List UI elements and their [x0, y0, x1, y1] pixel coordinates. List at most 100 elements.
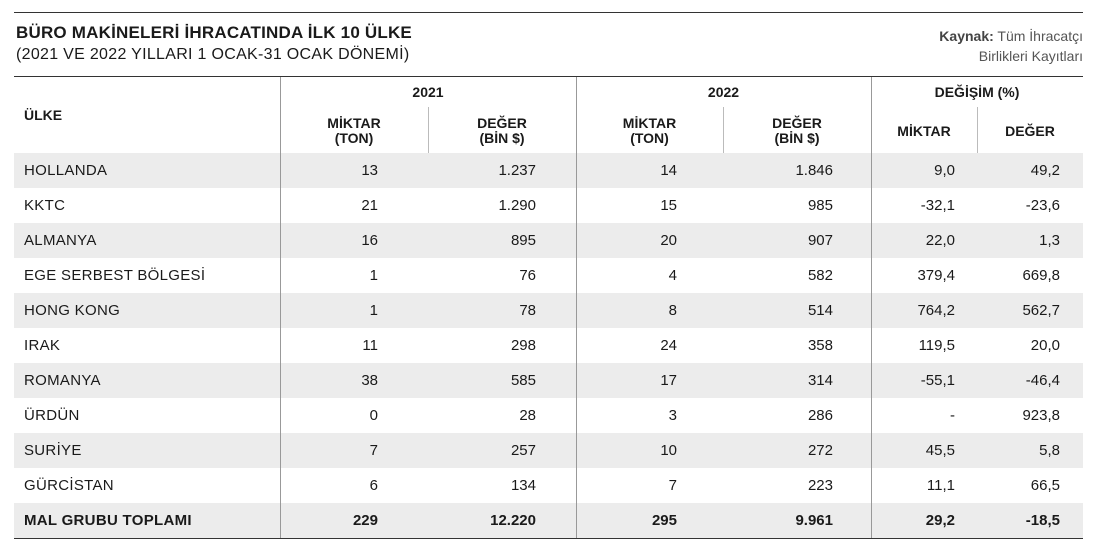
header-divider — [871, 77, 872, 155]
cell-qty-2021: 38 — [361, 372, 378, 389]
table-body: HOLLANDA 13 1.237 14 1.846 9,0 49,2 KKTC 21 1.290… — [14, 153, 1083, 539]
cell-value-2022: 358 — [807, 337, 833, 354]
table-row: HONG KONG 1 78 8 514 764,2 562,7 — [14, 293, 1083, 328]
body-divider — [576, 153, 577, 538]
cell-qty-2022: 24 — [660, 337, 677, 354]
table-row: SURİYE 7 257 10 272 45,5 5,8 — [14, 433, 1083, 468]
cell-qty-2022: 17 — [660, 372, 677, 389]
cell-country: ROMANYA — [24, 372, 101, 389]
table-row: GÜRCİSTAN 6 134 7 223 11,1 66,5 — [14, 468, 1083, 503]
cell-value-2022: 582 — [807, 267, 833, 284]
cell-change-value: 20,0 — [1030, 337, 1060, 354]
cell-value-2022: 272 — [807, 442, 833, 459]
header-val-label: DEĞER — [477, 115, 527, 131]
table-header: ÜLKE 2021 2022 DEĞİŞİM (%) MİKTAR (TON) … — [14, 76, 1083, 155]
table-title: BÜRO MAKİNELERİ İHRACATINDA İLK 10 ÜLKE — [16, 23, 412, 42]
header-divider — [280, 77, 281, 155]
cell-value-2021: 28 — [519, 407, 536, 424]
cell-qty-2022: 7 — [668, 477, 677, 494]
cell-change-value: -23,6 — [1025, 197, 1060, 214]
cell-value-2021: 134 — [510, 477, 536, 494]
cell-value-2021: 1.237 — [498, 162, 536, 179]
cell-change-qty: 9,0 — [934, 162, 955, 179]
cell-change-value: 5,8 — [1039, 442, 1060, 459]
cell-value-2021: 298 — [510, 337, 536, 354]
cell-country: HONG KONG — [24, 302, 121, 319]
header-change-qty: MİKTAR — [897, 123, 951, 139]
cell-value-2021: 1.290 — [498, 197, 536, 214]
cell-change-qty: -32,1 — [920, 197, 955, 214]
header-divider — [576, 77, 577, 155]
source-label: Kaynak: — [939, 28, 994, 44]
cell-qty-2022: 4 — [668, 267, 677, 284]
cell-qty-2021: 11 — [362, 337, 378, 354]
cell-qty-2021: 229 — [352, 512, 378, 529]
cell-change-qty: 29,2 — [925, 512, 955, 529]
table-row: EGE SERBEST BÖLGESİ 1 76 4 582 379,4 669,8 — [14, 258, 1083, 293]
cell-country: EGE SERBEST BÖLGESİ — [24, 267, 206, 284]
cell-value-2022: 223 — [807, 477, 833, 494]
cell-country: IRAK — [24, 337, 61, 354]
table-row: ÜRDÜN 0 28 3 286 - 923,8 — [14, 398, 1083, 433]
cell-value-2022: 985 — [807, 197, 833, 214]
cell-country: GÜRCİSTAN — [24, 477, 114, 494]
cell-country: HOLLANDA — [24, 162, 108, 179]
cell-country: ÜRDÜN — [24, 407, 80, 424]
cell-change-value: 66,5 — [1030, 477, 1060, 494]
cell-qty-2022: 15 — [660, 197, 677, 214]
cell-value-2022: 1.846 — [795, 162, 833, 179]
table-row: ALMANYA 16 895 20 907 22,0 1,3 — [14, 223, 1083, 258]
cell-qty-2022: 14 — [660, 162, 677, 179]
header-year-2021: 2021 — [412, 84, 444, 100]
cell-change-value: 1,3 — [1039, 232, 1060, 249]
header-qty-2022: MİKTAR (TON) — [576, 116, 723, 146]
header-val-unit: (BİN $) — [479, 130, 525, 146]
cell-change-qty: 22,0 — [925, 232, 955, 249]
cell-change-qty: 119,5 — [918, 337, 955, 354]
header-val-2022: DEĞER (BİN $) — [723, 116, 871, 146]
cell-qty-2021: 21 — [361, 197, 378, 214]
cell-change-qty: 45,5 — [925, 442, 955, 459]
cell-value-2022: 907 — [807, 232, 833, 249]
cell-change-qty: - — [950, 407, 955, 424]
cell-change-value: 669,8 — [1022, 267, 1060, 284]
header-country: ÜLKE — [24, 107, 63, 123]
cell-change-value: 562,7 — [1022, 302, 1060, 319]
total-row: MAL GRUBU TOPLAMI 229 12.220 295 9.961 29,2 -1… — [14, 503, 1083, 539]
cell-change-value: -18,5 — [1025, 512, 1060, 529]
cell-value-2022: 314 — [807, 372, 833, 389]
table-row: IRAK 11 298 24 358 119,5 20,0 — [14, 328, 1083, 363]
header-qty-unit: (TON) — [334, 130, 374, 146]
table-row: HOLLANDA 13 1.237 14 1.846 9,0 49,2 — [14, 153, 1083, 188]
header-subdivider — [977, 107, 978, 155]
cell-value-2021: 257 — [510, 442, 536, 459]
cell-change-value: -46,4 — [1025, 372, 1060, 389]
cell-country: SURİYE — [24, 442, 82, 459]
cell-change-value: 923,8 — [1022, 407, 1060, 424]
cell-qty-2022: 10 — [660, 442, 677, 459]
cell-country: ALMANYA — [24, 232, 97, 249]
header-subdivider — [723, 107, 724, 155]
cell-value-2021: 585 — [510, 372, 536, 389]
source-note: Kaynak: Tüm İhracatçı Birlikleri Kayıtla… — [939, 26, 1083, 66]
header-year-2022: 2022 — [707, 84, 740, 100]
cell-change-value: 49,2 — [1030, 162, 1060, 179]
cell-country: KKTC — [24, 197, 66, 214]
cell-qty-2022: 295 — [651, 512, 677, 529]
cell-qty-2021: 13 — [361, 162, 378, 179]
cell-qty-2022: 3 — [668, 407, 677, 424]
cell-qty-2021: 1 — [369, 267, 378, 284]
cell-qty-2021: 7 — [369, 442, 378, 459]
cell-country: MAL GRUBU TOPLAMI — [24, 512, 192, 529]
table-subtitle: (2021 VE 2022 YILLARI 1 OCAK-31 OCAK DÖN… — [16, 46, 410, 63]
cell-value-2021: 12.220 — [490, 512, 536, 529]
source-line1: Tüm İhracatçı — [997, 28, 1083, 44]
header-qty-label: MİKTAR — [327, 115, 381, 131]
body-divider — [871, 153, 872, 538]
cell-qty-2021: 6 — [369, 477, 378, 494]
body-divider — [280, 153, 281, 538]
cell-change-qty: -55,1 — [920, 372, 955, 389]
cell-value-2022: 514 — [807, 302, 833, 319]
source-line2: Birlikleri Kayıtları — [978, 48, 1083, 64]
header-change-val: DEĞER — [1005, 123, 1055, 139]
